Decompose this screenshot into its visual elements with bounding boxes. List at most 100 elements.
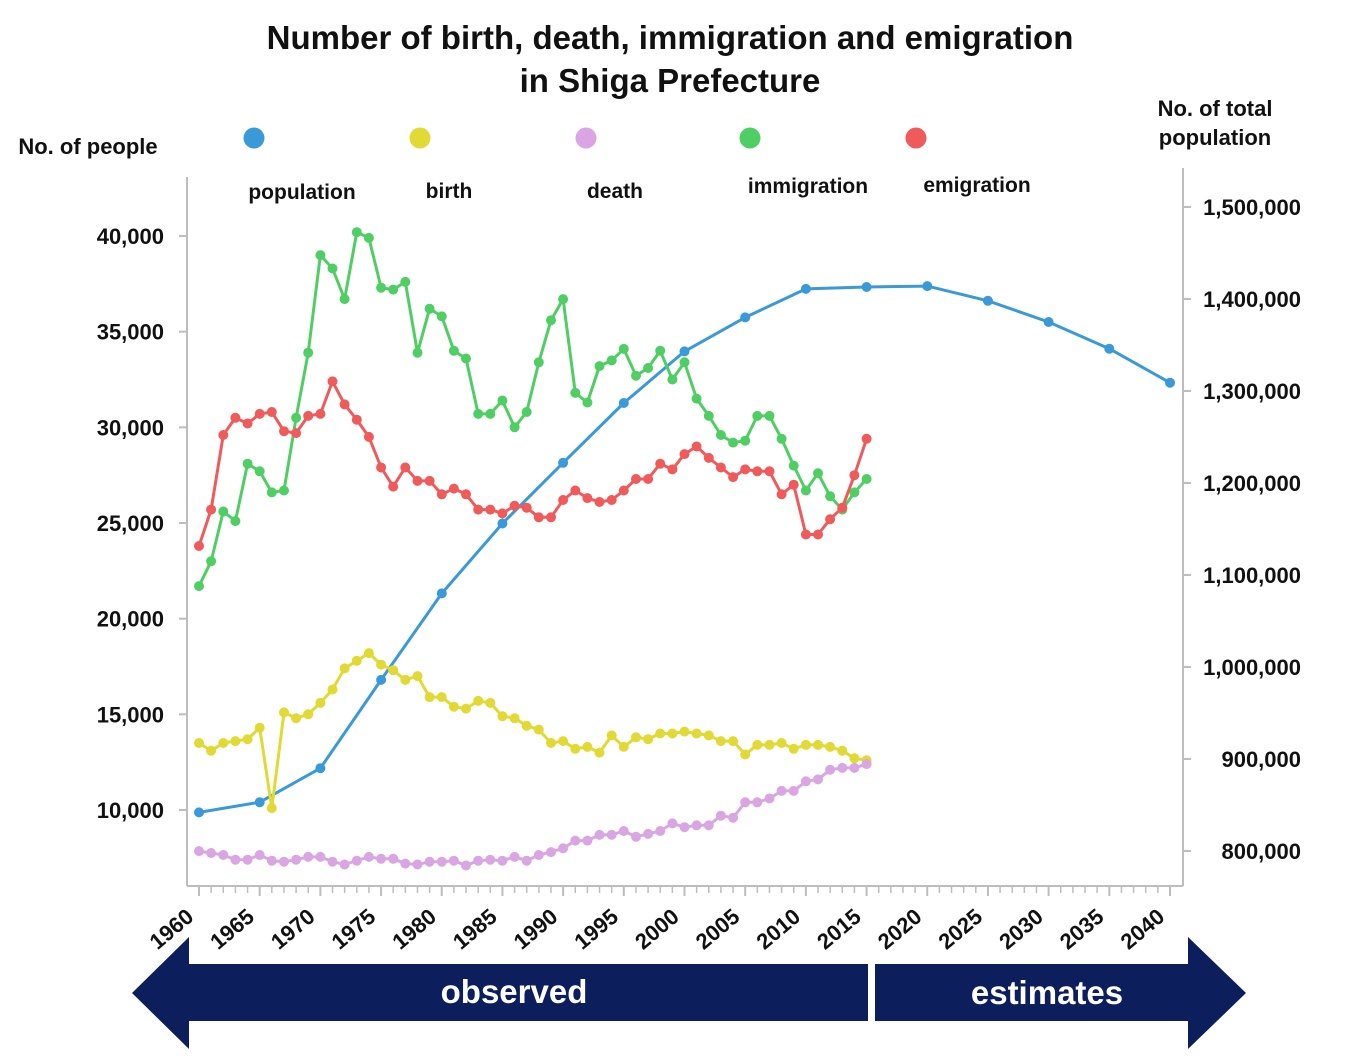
estimates-label: estimates (971, 974, 1123, 1011)
data-point-birth (388, 665, 399, 676)
data-point-immigration (230, 516, 241, 527)
left-axis-ticks: 10,000 15,000 20,000 25,000 30,000 35,000 40,0… (97, 224, 187, 823)
data-point-immigration (509, 422, 520, 433)
data-point-emigration (533, 512, 544, 523)
data-point-immigration (861, 474, 872, 484)
data-point-immigration (849, 487, 860, 498)
data-point-birth (206, 745, 217, 756)
legend: population birth death immigration emigr… (243, 127, 1031, 204)
data-point-death (230, 854, 241, 865)
data-point-emigration (570, 485, 581, 496)
data-point-emigration (631, 474, 641, 484)
legend-label-population: population (248, 181, 355, 204)
data-point-immigration (594, 361, 605, 372)
data-point-birth (546, 738, 556, 748)
data-point-death (837, 762, 848, 773)
data-point-emigration (303, 410, 314, 421)
data-point-population (497, 518, 508, 529)
data-point-immigration (412, 347, 423, 358)
data-point-immigration (485, 408, 496, 419)
data-point-immigration (740, 435, 751, 446)
x-axis-ticks (198, 886, 1171, 896)
data-point-birth (655, 728, 666, 739)
right-tick-label: 900,000 (1221, 747, 1301, 772)
data-point-immigration (400, 276, 411, 287)
data-point-emigration (788, 479, 799, 490)
data-point-death (800, 776, 811, 787)
chart-title-line2: in Shiga Prefecture (520, 62, 821, 99)
data-point-birth (351, 655, 362, 666)
x-tick-label: 2040 (1116, 904, 1170, 955)
data-point-immigration (242, 458, 253, 469)
x-tick-label: 2030 (994, 904, 1048, 955)
left-tick-label: 20,000 (97, 607, 164, 632)
right-tick-label: 1,200,000 (1203, 471, 1301, 496)
data-point-population (436, 588, 447, 599)
left-tick-label: 15,000 (97, 702, 164, 727)
x-tick-label: 2010 (752, 904, 806, 955)
data-point-birth (594, 747, 605, 758)
data-point-emigration (643, 474, 654, 484)
x-tick-label: 1995 (569, 904, 623, 955)
data-point-death (521, 855, 532, 866)
data-point-birth (740, 749, 751, 760)
data-point-emigration (327, 376, 338, 387)
data-point-immigration (303, 347, 314, 358)
left-tick-label: 30,000 (97, 415, 164, 440)
data-point-immigration (266, 487, 277, 498)
data-point-emigration (618, 485, 629, 496)
x-tick-label: 2000 (630, 904, 684, 955)
data-point-birth (533, 724, 544, 735)
data-point-death (351, 855, 362, 866)
data-point-emigration (776, 489, 787, 500)
data-point-emigration (800, 529, 811, 540)
data-point-population (679, 346, 690, 357)
data-point-birth (315, 697, 326, 708)
data-point-immigration (655, 345, 666, 356)
data-point-emigration (388, 481, 399, 492)
data-point-immigration (521, 407, 532, 417)
data-point-birth (303, 709, 314, 720)
x-tick-label: 1965 (205, 904, 259, 955)
right-tick-label: 800,000 (1221, 839, 1301, 864)
x-tick-label: 1980 (387, 904, 441, 955)
data-point-emigration (582, 493, 593, 504)
data-point-birth (788, 743, 799, 754)
data-point-immigration (327, 263, 338, 274)
data-point-birth (412, 671, 423, 682)
legend-marker-emigration (905, 127, 927, 149)
data-point-death (618, 826, 629, 836)
data-point-birth (764, 739, 775, 750)
data-point-birth (618, 741, 629, 752)
data-point-birth (679, 726, 690, 737)
data-point-immigration (691, 393, 702, 404)
data-point-immigration (291, 412, 302, 423)
data-point-death (643, 828, 654, 839)
data-point-birth (837, 745, 848, 756)
data-point-birth (667, 728, 678, 739)
data-point-birth (400, 674, 411, 685)
data-point-emigration (861, 433, 872, 444)
data-point-immigration (631, 370, 641, 381)
x-tick-label: 1990 (509, 904, 563, 955)
right-axis-title-line2: population (1159, 125, 1271, 150)
data-point-death (509, 851, 520, 862)
data-point-death (788, 785, 799, 796)
data-point-emigration (485, 504, 496, 515)
data-point-death (582, 835, 593, 846)
data-point-death (606, 829, 617, 840)
data-point-death (497, 855, 508, 866)
data-point-birth (497, 711, 508, 722)
data-point-birth (279, 707, 289, 718)
data-point-emigration (691, 441, 702, 452)
data-point-death (485, 854, 496, 865)
data-point-emigration (242, 418, 253, 429)
data-point-birth (266, 803, 277, 814)
data-point-death (473, 855, 484, 866)
data-point-death (363, 851, 374, 862)
series-layer (194, 227, 1175, 871)
observed-arrow (132, 937, 868, 1049)
data-point-birth (485, 697, 496, 708)
data-point-population (1104, 343, 1115, 354)
